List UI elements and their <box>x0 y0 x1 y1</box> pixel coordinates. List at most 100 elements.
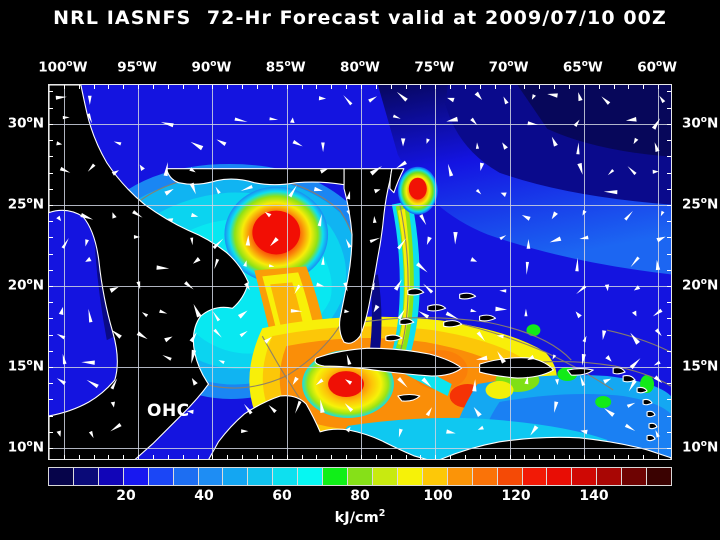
current-vector-arrow <box>139 164 145 172</box>
current-vector-arrow <box>625 116 637 122</box>
current-vector-arrow <box>552 354 557 360</box>
tick-bottom-97 <box>108 455 110 459</box>
tick-bottom-73 <box>465 455 466 459</box>
current-vector-arrow <box>292 376 299 385</box>
tick-right-14 <box>667 383 671 385</box>
colorbar-block-11 <box>323 468 349 485</box>
graticule <box>49 85 671 459</box>
tick-left-10 <box>49 448 53 450</box>
current-vector-arrow <box>167 218 174 223</box>
tick-top-92 <box>182 85 184 89</box>
coastline-layer <box>49 85 671 459</box>
tick-bottom-60 <box>658 455 660 459</box>
current-vector-arrow <box>56 430 61 437</box>
current-vector-arrow <box>190 237 194 246</box>
current-vector-arrow <box>531 94 536 100</box>
current-vector-arrow <box>530 425 539 436</box>
current-vector-arrow <box>503 96 509 105</box>
current-vector-arrow <box>315 378 324 386</box>
colorbar-block-20 <box>547 468 573 485</box>
current-vector-arrow <box>580 375 586 386</box>
tick-top-70 <box>509 85 511 89</box>
tick-left-18 <box>49 318 53 320</box>
colorbar-block-5 <box>173 468 199 485</box>
current-vector-arrow <box>132 210 143 218</box>
current-vector-arrow <box>56 215 62 222</box>
current-vector-arrow <box>85 256 92 262</box>
ohc-map-panel[interactable]: OHC <box>48 84 672 460</box>
lon-tick-label-70: 70oW <box>488 59 529 76</box>
gridline-lon-65 <box>583 85 585 459</box>
current-vector-arrow <box>294 400 302 414</box>
tick-right-30 <box>667 123 671 125</box>
current-vector-arrow <box>500 192 507 197</box>
tick-bottom-92 <box>182 455 184 459</box>
tick-top-97 <box>108 85 110 89</box>
tick-bottom-62 <box>628 455 630 459</box>
colorbar-tick-labels: 20 40 60 80 100 120 140 <box>48 488 672 506</box>
colorbar-tick-120: 120 <box>501 488 531 504</box>
tick-right-11 <box>667 431 671 433</box>
current-vector-arrow <box>320 399 325 413</box>
tick-top-76 <box>420 85 422 89</box>
axis-ticks <box>49 85 671 459</box>
current-vector-arrow <box>133 235 140 239</box>
current-vector-arrow <box>237 310 248 319</box>
current-vector-arrow <box>603 190 618 195</box>
current-vector-arrow <box>582 210 587 216</box>
current-vector-arrow <box>162 354 172 361</box>
gridline-lon-100 <box>63 85 65 459</box>
current-vector-arrow <box>344 309 350 314</box>
current-vector-arrow <box>549 236 562 243</box>
tick-top-95 <box>138 85 140 89</box>
tick-bottom-89 <box>227 455 229 459</box>
colorbar-block-23 <box>622 468 648 485</box>
current-vector-arrow <box>453 231 458 245</box>
current-vector-arrow <box>243 403 253 415</box>
colorbar-block-12 <box>348 468 373 485</box>
tick-bottom-77 <box>405 455 407 459</box>
current-vector-arrow <box>288 185 297 198</box>
tick-top-60 <box>658 85 660 89</box>
lon-tick-label-85: 85oW <box>265 59 306 76</box>
colorbar-block-18 <box>497 468 523 485</box>
tick-bottom-95 <box>138 455 140 459</box>
current-vector-arrow <box>164 188 174 196</box>
lon-tick-label-95: 95oW <box>117 59 158 76</box>
tick-top-100 <box>63 85 65 89</box>
current-vector-arrow <box>425 407 432 417</box>
current-vector-arrow <box>576 142 580 155</box>
colorbar-block-21 <box>572 468 598 485</box>
current-vector-arrow <box>659 95 666 104</box>
current-vector-arrow <box>527 121 539 126</box>
tick-right-26 <box>667 188 671 190</box>
tick-top-81 <box>346 85 348 89</box>
tick-bottom-99 <box>78 455 80 459</box>
current-vector-arrow <box>160 122 174 128</box>
lon-tick-label-100: 100oW <box>38 59 88 76</box>
tick-right-22 <box>667 253 671 255</box>
current-vector-arrow <box>480 162 485 171</box>
tick-right-15 <box>667 367 671 368</box>
tick-bottom-70 <box>509 455 511 459</box>
current-vector-arrow <box>189 182 196 195</box>
current-vector-arrow <box>603 378 612 384</box>
current-vector-arrow <box>554 401 559 413</box>
tick-right-20 <box>667 285 671 287</box>
current-vector-arrow <box>343 95 353 106</box>
tick-right-23 <box>667 237 671 239</box>
current-vector-arrow <box>316 282 325 287</box>
colorbar-block-1 <box>73 468 99 485</box>
current-vector-arrow <box>156 265 170 270</box>
current-vector-arrow <box>475 142 480 149</box>
current-vector-arrow <box>87 95 92 106</box>
current-vector-arrow <box>218 360 225 365</box>
tick-bottom-78 <box>390 455 392 459</box>
current-vector-arrow <box>191 378 198 386</box>
current-vector-arrow <box>318 96 327 101</box>
tick-top-84 <box>301 85 303 89</box>
current-vector-arrow <box>576 285 587 295</box>
colorbar[interactable] <box>48 467 672 486</box>
current-vector-arrow <box>373 304 380 313</box>
tick-top-64 <box>598 85 600 89</box>
